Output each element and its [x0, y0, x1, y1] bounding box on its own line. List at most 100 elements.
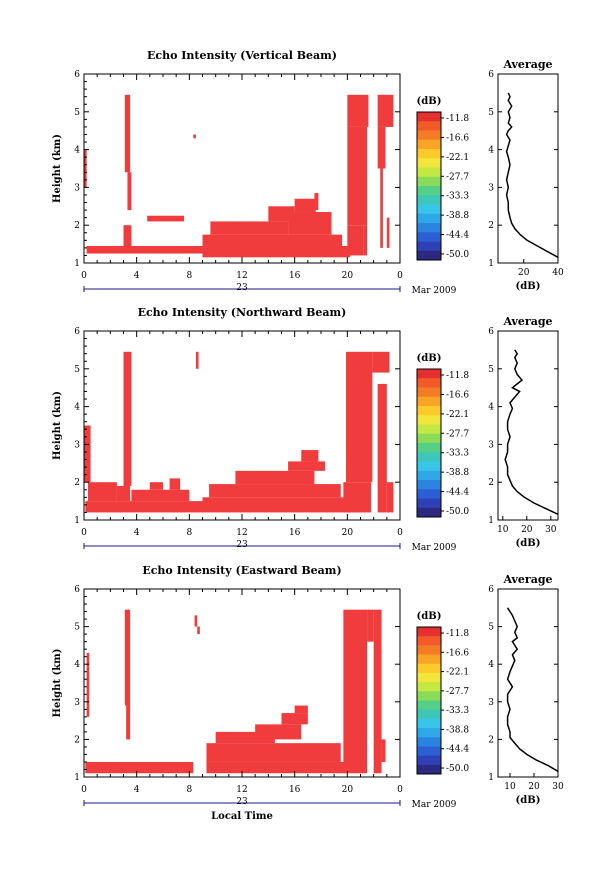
- colorbar-swatch: [417, 718, 441, 729]
- heatmap-cell: [206, 761, 348, 774]
- heatmap-cell: [268, 206, 295, 222]
- heatmap-cell: [386, 217, 390, 248]
- x-axis-label: Local Time: [211, 811, 273, 822]
- colorbar-swatch: [417, 406, 441, 416]
- y-tick-label: 3: [74, 440, 80, 450]
- y-tick-label: 5: [74, 623, 80, 633]
- colorbar-label: -50.0: [446, 764, 469, 774]
- colorbar-swatch: [417, 498, 441, 509]
- y-tick-label: 4: [74, 146, 80, 156]
- y-axis-label: Height (km): [52, 649, 63, 718]
- average-y-tick-label: 1: [488, 516, 494, 526]
- date-label: Mar 2009: [412, 800, 457, 810]
- heatmap-cell: [87, 482, 117, 502]
- heatmap-cell: [202, 497, 361, 513]
- date-label: Mar 2009: [412, 543, 457, 553]
- average-profile-line: [504, 349, 559, 515]
- colorbar-swatch: [417, 682, 441, 692]
- x-tick-label: 12: [236, 785, 247, 795]
- colorbar-swatch: [417, 241, 441, 252]
- x-tick-label: 16: [289, 528, 301, 538]
- colorbar-swatch: [417, 396, 441, 407]
- heatmap-cell: [386, 482, 394, 513]
- x-tick-label: 12: [236, 528, 247, 538]
- heatmap-cell: [347, 94, 369, 127]
- colorbar-title: (dB): [417, 611, 442, 622]
- heatmap-cell: [347, 225, 364, 256]
- heatmap-cell: [124, 94, 131, 173]
- colorbar-label: -11.8: [446, 629, 469, 639]
- average-y-tick-label: 6: [488, 585, 494, 595]
- colorbar-label: -44.4: [446, 488, 469, 498]
- panel-0: Echo Intensity (Vertical Beam)123456Heig…: [52, 49, 564, 296]
- y-tick-label: 1: [74, 773, 80, 783]
- heatmap-cell: [126, 705, 131, 740]
- colorbar-label: -44.4: [446, 745, 469, 755]
- average-frame: [497, 588, 559, 778]
- average-y-tick-label: 4: [488, 403, 494, 413]
- colorbar-frame: [416, 368, 442, 518]
- heatmap-cell: [215, 731, 275, 744]
- y-tick-label: 2: [74, 221, 80, 231]
- colorbar-label: -11.8: [446, 371, 469, 381]
- average-y-tick-label: 2: [488, 735, 494, 745]
- chart-title: Echo Intensity (Vertical Beam): [147, 49, 337, 62]
- heatmap-cell: [314, 193, 319, 211]
- average-x-tick-label: 20: [521, 525, 533, 535]
- heatmap-cell: [346, 351, 373, 483]
- average-y-tick-label: 3: [488, 698, 494, 708]
- heatmap-cell: [372, 351, 390, 373]
- heatmap-cell: [85, 761, 194, 774]
- colorbar-label: -50.0: [446, 250, 469, 260]
- heatmap-cell: [206, 743, 341, 762]
- colorbar-swatch: [417, 158, 441, 168]
- colorbar-swatch: [417, 232, 441, 242]
- heatmap-cell: [343, 609, 368, 774]
- x-tick-label: 12: [236, 271, 247, 281]
- colorbar-swatch: [417, 167, 441, 178]
- heatmap-cell: [343, 482, 372, 513]
- heatmap-cell: [235, 470, 315, 485]
- heatmap-cell: [373, 609, 382, 774]
- colorbar-title: (dB): [417, 96, 442, 107]
- heatmap-cell: [84, 149, 87, 188]
- colorbar-swatch: [417, 728, 441, 738]
- average-x-axis-label: (dB): [516, 538, 541, 549]
- y-tick-label: 5: [74, 108, 80, 118]
- average-y-tick-label: 6: [488, 327, 494, 337]
- heatmap-cell: [85, 501, 203, 513]
- heatmap-cell: [197, 626, 200, 635]
- heatmap-cell: [149, 482, 163, 490]
- y-axis-label: Height (km): [52, 391, 63, 460]
- chart-title: Echo Intensity (Eastward Beam): [142, 564, 341, 577]
- y-tick-label: 1: [74, 259, 80, 269]
- y-tick-label: 5: [74, 365, 80, 375]
- average-y-tick-label: 1: [488, 259, 494, 269]
- colorbar-label: -22.1: [446, 410, 469, 420]
- heatmap-cell: [86, 652, 90, 717]
- day-label: 23: [236, 283, 248, 293]
- y-tick-label: 6: [74, 585, 80, 595]
- chart-title: Echo Intensity (Northward Beam): [138, 306, 347, 319]
- x-tick-label: 4: [134, 528, 140, 538]
- colorbar-swatch: [417, 480, 441, 490]
- colorbar-label: -33.3: [446, 449, 469, 459]
- average-x-axis-label: (dB): [516, 795, 541, 806]
- heatmap-cell: [194, 615, 198, 627]
- average-y-tick-label: 4: [488, 660, 494, 670]
- average-y-tick-label: 1: [488, 773, 494, 783]
- heatmap-cell: [347, 126, 368, 226]
- colorbar-swatch: [417, 369, 441, 379]
- average-title: Average: [502, 58, 552, 71]
- colorbar-label: -27.7: [446, 687, 469, 697]
- x-tick-label: 20: [342, 528, 354, 538]
- y-tick-label: 6: [74, 327, 80, 337]
- heatmap-cell: [353, 149, 361, 169]
- x-tick-label: 0: [397, 271, 403, 281]
- heatmap-cell: [294, 705, 308, 714]
- colorbar-swatch: [417, 223, 441, 233]
- heatmap-cell: [363, 225, 368, 256]
- colorbar-label: -27.7: [446, 172, 469, 182]
- average-y-tick-label: 6: [488, 70, 494, 80]
